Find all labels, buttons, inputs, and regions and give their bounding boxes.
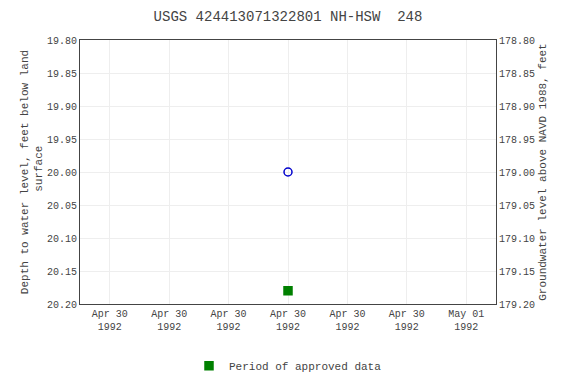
svg-text:179.15: 179.15 bbox=[499, 267, 535, 278]
svg-text:May 011992: May 011992 bbox=[448, 309, 484, 333]
svg-text:178.95: 178.95 bbox=[499, 135, 535, 146]
svg-text:20.20: 20.20 bbox=[47, 300, 77, 311]
svg-text:Apr 301992: Apr 301992 bbox=[211, 309, 247, 333]
svg-text:179.20: 179.20 bbox=[499, 300, 535, 311]
svg-text:20.05: 20.05 bbox=[47, 201, 77, 212]
svg-text:19.80: 19.80 bbox=[47, 36, 77, 47]
svg-text:20.10: 20.10 bbox=[47, 234, 77, 245]
svg-text:20.15: 20.15 bbox=[47, 267, 77, 278]
svg-text:Apr 301992: Apr 301992 bbox=[151, 309, 187, 333]
svg-text:178.85: 178.85 bbox=[499, 69, 535, 80]
svg-text:Apr 301992: Apr 301992 bbox=[270, 309, 306, 333]
svg-text:Apr 301992: Apr 301992 bbox=[329, 309, 365, 333]
svg-text:Apr 301992: Apr 301992 bbox=[389, 309, 425, 333]
svg-text:179.05: 179.05 bbox=[499, 201, 535, 212]
svg-text:Period of approved data: Period of approved data bbox=[229, 361, 381, 373]
svg-text:USGS 424413071322801 NH-HSW 2: USGS 424413071322801 NH-HSW 248 bbox=[154, 9, 423, 25]
svg-text:178.80: 178.80 bbox=[499, 36, 535, 47]
svg-text:Apr 301992: Apr 301992 bbox=[92, 309, 128, 333]
svg-text:19.95: 19.95 bbox=[47, 135, 77, 146]
svg-text:178.90: 178.90 bbox=[499, 102, 535, 113]
svg-text:19.85: 19.85 bbox=[47, 69, 77, 80]
svg-text:179.10: 179.10 bbox=[499, 234, 535, 245]
svg-text:19.90: 19.90 bbox=[47, 102, 77, 113]
svg-text:Depth to water level, feet bel: Depth to water level, feet below land su… bbox=[19, 50, 45, 294]
svg-text:20.00: 20.00 bbox=[47, 168, 77, 179]
svg-text:Groundwater level above NAVD 1: Groundwater level above NAVD 1988, feet bbox=[537, 43, 549, 300]
svg-text:179.00: 179.00 bbox=[499, 168, 535, 179]
